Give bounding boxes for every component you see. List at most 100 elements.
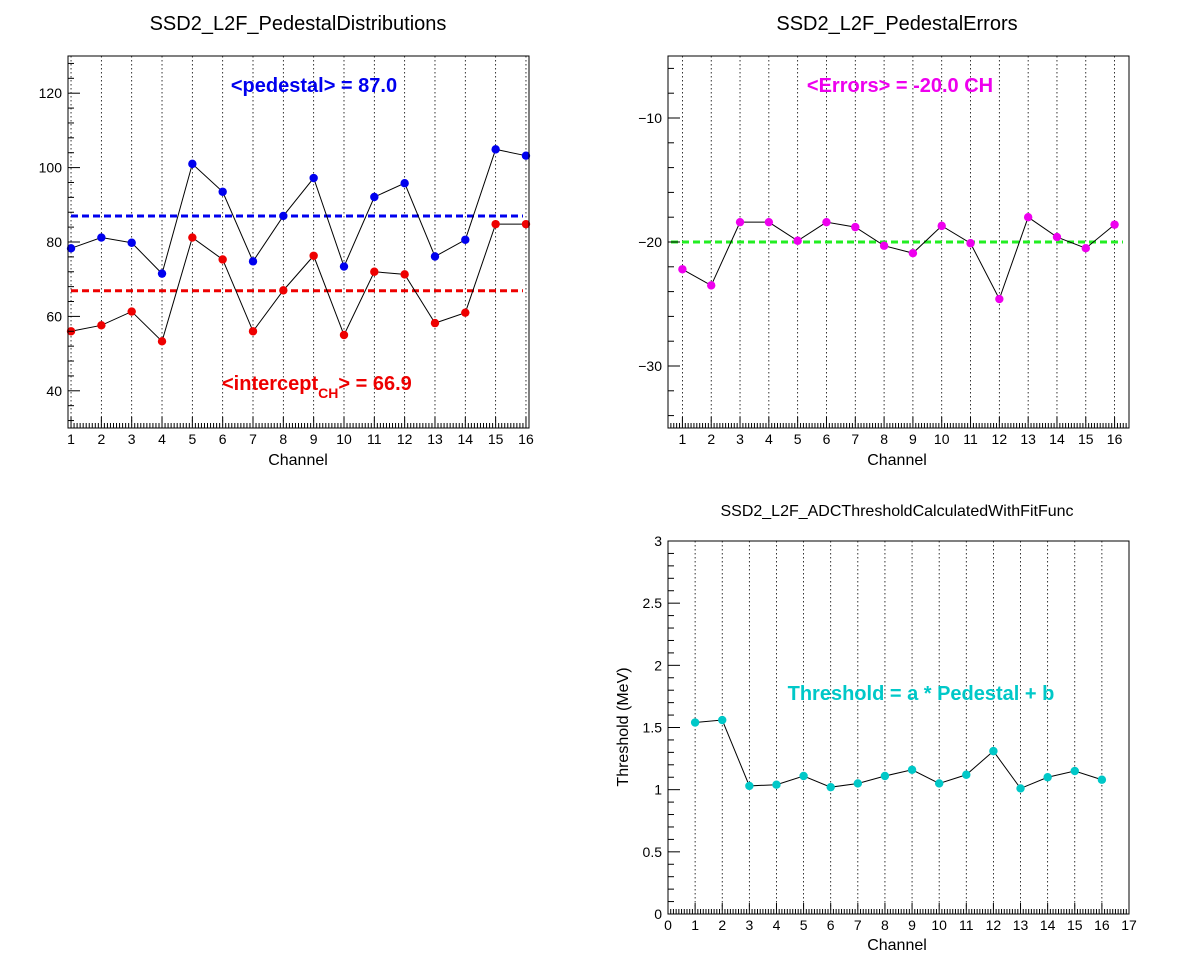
x-tick-label: 10	[931, 917, 947, 933]
data-point-errors	[879, 241, 889, 250]
chart-title: SSD2_L2F_PedestalErrors	[776, 13, 1017, 35]
x-tick-label: 9	[909, 431, 917, 447]
data-point-threshold	[745, 781, 754, 791]
x-tick-label: 3	[736, 431, 744, 447]
data-point-intercept	[461, 308, 470, 317]
x-tick-label: 8	[279, 431, 287, 447]
pedestal-errors-chart: SSD2_L2F_PedestalErrors 1 2 3 4 5 6 7 8 9 10 11 12 1…	[638, 13, 1130, 469]
x-tick-label: 1	[67, 431, 75, 447]
y-tick-label: 60	[46, 308, 62, 324]
x-tick-label: 10	[336, 431, 352, 447]
data-point-intercept	[339, 330, 349, 340]
data-point-threshold	[1016, 784, 1025, 793]
data-point-threshold	[826, 782, 835, 792]
data-point-threshold	[880, 771, 890, 781]
data-point-errors	[735, 217, 745, 227]
x-tick-label: 3	[128, 431, 136, 447]
data-point-errors	[707, 281, 716, 290]
pedestal-mean-annotation: <pedestal> = 87.0	[231, 75, 397, 97]
data-point-pedestal	[248, 257, 258, 266]
x-tick-label: 0	[664, 917, 672, 933]
vertical-grid	[694, 541, 1103, 914]
annotation-subscript: CH	[318, 385, 338, 401]
x-tick-label: 8	[881, 917, 889, 933]
data-point-errors	[851, 222, 860, 232]
series-line-pedestal	[70, 148, 527, 275]
x-tick-label: 14	[458, 431, 474, 447]
y-tick-label: 120	[39, 85, 63, 101]
data-point-threshold	[1070, 766, 1079, 776]
data-point-pedestal	[430, 252, 440, 261]
y-tick-label: 80	[46, 234, 62, 250]
x-tick-label: 6	[823, 431, 831, 447]
x-tick-label: 11	[963, 431, 978, 447]
x-tick-label: 2	[718, 917, 726, 933]
y-tick-label: 1.5	[643, 720, 663, 736]
data-point-pedestal	[97, 233, 106, 242]
data-point-errors	[908, 248, 918, 258]
data-point-threshold	[934, 779, 944, 788]
x-tick-label: 9	[310, 431, 318, 447]
x-tick-label: 1	[691, 917, 699, 933]
data-point-intercept	[97, 321, 106, 330]
x-axis-ticks: 1 2 3 4 5 6 7 8 9 10 11 12 13 14 15 16	[67, 417, 534, 447]
annotation-prefix: <intercept	[222, 373, 318, 395]
x-tick-label: 1	[679, 431, 687, 447]
x-tick-label: 2	[707, 431, 715, 447]
plot-frame	[667, 540, 1130, 915]
data-point-pedestal	[370, 192, 379, 202]
data-point-intercept	[400, 270, 409, 279]
x-tick-label: 5	[800, 917, 808, 933]
x-tick-label: 10	[934, 431, 950, 447]
data-point-intercept	[188, 233, 197, 242]
y-tick-label: 0	[654, 906, 662, 922]
data-series	[690, 715, 1107, 793]
x-tick-label: 17	[1121, 917, 1137, 933]
series-line-intercept	[70, 223, 526, 343]
data-point-intercept	[157, 337, 167, 346]
y-tick-label: −20	[638, 234, 662, 250]
x-tick-label: 15	[1067, 917, 1083, 933]
data-point-threshold	[907, 765, 917, 774]
errors-mean-annotation: <Errors> = -20.0 CH	[807, 75, 993, 97]
y-tick-label: 40	[46, 383, 62, 399]
data-point-errors	[995, 294, 1004, 304]
data-point-intercept	[218, 255, 227, 264]
x-tick-label: 4	[765, 431, 773, 447]
series-line-errors	[682, 216, 1115, 301]
data-point-errors	[1110, 220, 1119, 229]
x-tick-label: 15	[1078, 431, 1094, 447]
data-point-pedestal	[309, 173, 318, 183]
x-tick-label: 12	[986, 917, 1002, 933]
x-tick-label: 16	[518, 431, 534, 447]
formula-annotation: Threshold = a * Pedestal + b	[788, 683, 1055, 705]
data-point-intercept	[491, 219, 500, 229]
y-tick-label: 3	[654, 533, 662, 549]
x-tick-label: 2	[97, 431, 105, 447]
data-point-threshold	[690, 718, 700, 727]
x-tick-label: 5	[794, 431, 802, 447]
x-tick-label: 12	[992, 431, 1008, 447]
y-tick-label: 2	[654, 657, 662, 673]
data-point-errors	[793, 236, 802, 245]
data-point-pedestal	[461, 235, 470, 244]
x-tick-label: 4	[773, 917, 781, 933]
data-point-errors	[678, 265, 687, 274]
chart-title: SSD2_L2F_PedestalDistributions	[150, 13, 447, 35]
data-point-pedestal	[400, 179, 409, 188]
x-axis-ticks: 0 1 2 3 4 5 6 7 8 9 10 11 12 13 14 15 16 17	[664, 903, 1137, 933]
data-point-threshold	[1097, 775, 1107, 784]
x-axis-label: Channel	[268, 452, 328, 469]
x-tick-label: 13	[1020, 431, 1036, 447]
x-tick-label: 14	[1049, 431, 1065, 447]
y-tick-label: 0.5	[643, 844, 663, 860]
data-point-pedestal	[491, 145, 500, 154]
x-tick-label: 6	[219, 431, 227, 447]
data-point-errors	[966, 239, 975, 248]
y-tick-label: 100	[39, 160, 63, 176]
data-point-pedestal	[218, 187, 227, 196]
x-tick-label: 7	[851, 431, 859, 447]
y-tick-label: 2.5	[643, 595, 663, 611]
x-tick-label: 12	[397, 431, 413, 447]
